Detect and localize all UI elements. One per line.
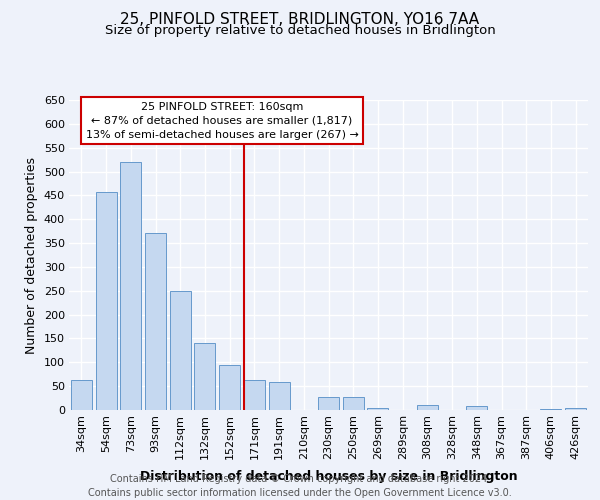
Bar xyxy=(466,406,487,410)
Bar xyxy=(244,380,265,410)
Bar xyxy=(120,162,141,410)
Text: 25 PINFOLD STREET: 160sqm
← 87% of detached houses are smaller (1,817)
13% of se: 25 PINFOLD STREET: 160sqm ← 87% of detac… xyxy=(86,102,359,140)
Bar xyxy=(367,408,388,410)
Text: Contains HM Land Registry data © Crown copyright and database right 2024.
Contai: Contains HM Land Registry data © Crown c… xyxy=(88,474,512,498)
X-axis label: Distribution of detached houses by size in Bridlington: Distribution of detached houses by size … xyxy=(140,470,517,484)
Bar xyxy=(269,382,290,410)
Bar xyxy=(565,408,586,410)
Bar xyxy=(145,232,166,410)
Text: Size of property relative to detached houses in Bridlington: Size of property relative to detached ho… xyxy=(104,24,496,37)
Bar xyxy=(318,397,339,410)
Bar xyxy=(219,364,240,410)
Bar xyxy=(343,396,364,410)
Bar xyxy=(71,380,92,410)
Bar xyxy=(417,405,438,410)
Bar xyxy=(95,192,116,410)
Bar xyxy=(541,408,562,410)
Text: 25, PINFOLD STREET, BRIDLINGTON, YO16 7AA: 25, PINFOLD STREET, BRIDLINGTON, YO16 7A… xyxy=(121,12,479,28)
Y-axis label: Number of detached properties: Number of detached properties xyxy=(25,156,38,354)
Bar xyxy=(170,291,191,410)
Bar xyxy=(194,343,215,410)
